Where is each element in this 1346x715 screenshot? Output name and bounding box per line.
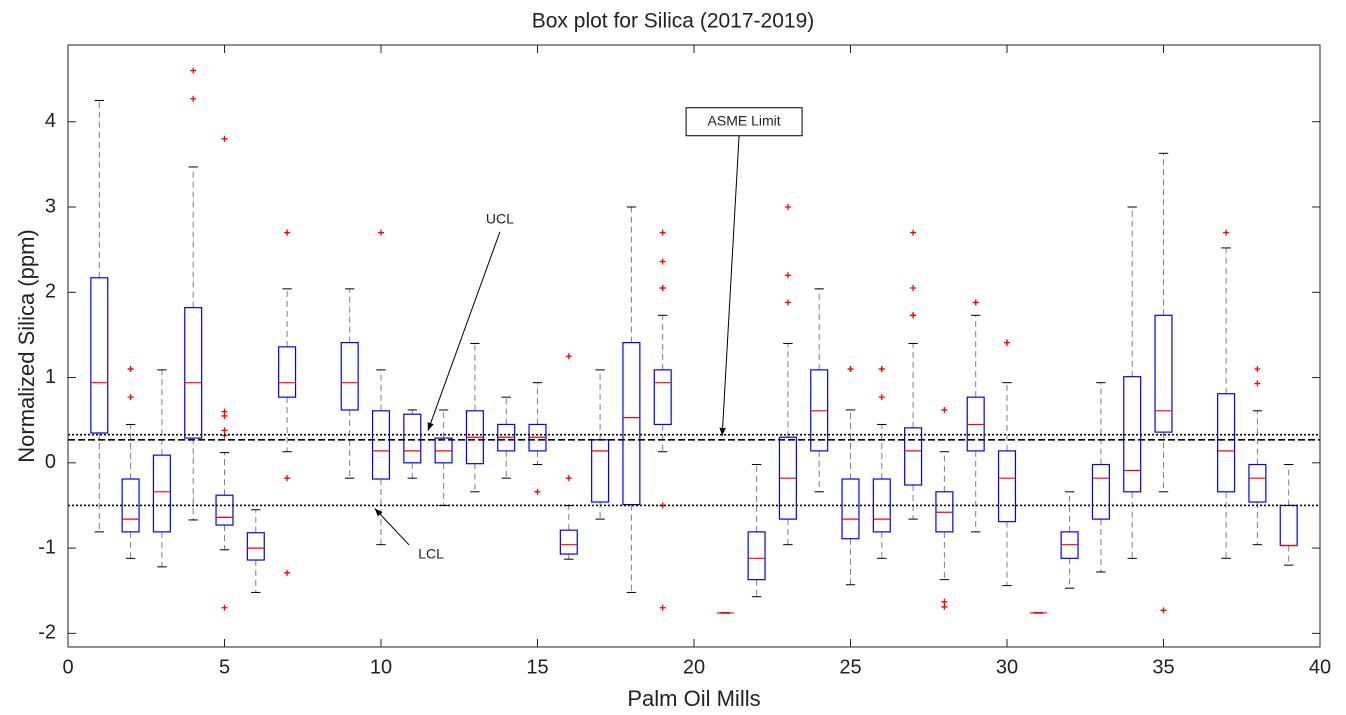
box (340, 341, 359, 411)
outlier (941, 603, 948, 610)
outlier (972, 299, 979, 306)
outlier (847, 366, 854, 373)
outlier (784, 204, 791, 211)
outlier (565, 353, 572, 360)
box (1248, 463, 1267, 503)
outlier (659, 258, 666, 265)
plot-area (68, 45, 1320, 647)
x-tick-label: 10 (370, 656, 392, 678)
outlier (565, 475, 572, 482)
box (184, 307, 203, 439)
outlier (659, 229, 666, 236)
y-tick-label: 3 (45, 195, 56, 217)
box (215, 494, 234, 526)
y-tick-label: 0 (45, 451, 56, 473)
x-tick-label: 40 (1309, 656, 1331, 678)
outlier (941, 598, 948, 605)
y-tick-label: -2 (38, 622, 56, 644)
box (403, 413, 422, 464)
plot-frame (67, 44, 1321, 648)
box (622, 341, 641, 506)
box (246, 532, 265, 561)
outlier (221, 432, 228, 439)
x-tick-label: 25 (839, 656, 861, 678)
outlier (1254, 380, 1261, 387)
annotation-arrow (719, 135, 740, 436)
annotation: LCL (418, 546, 444, 562)
x-tick-label: 30 (996, 656, 1018, 678)
x-tick-label: 35 (1152, 656, 1174, 678)
x-axis-label: Palm Oil Mills (627, 686, 760, 711)
outlier (221, 604, 228, 611)
y-tick-label: 1 (45, 366, 56, 388)
y-axis-label: Normalized Silica (ppm) (14, 229, 39, 463)
box (904, 427, 923, 486)
box (559, 529, 578, 555)
annotation-arrow (374, 508, 410, 546)
box (278, 346, 297, 398)
outlier (534, 488, 541, 495)
y-tick-label: 2 (45, 281, 56, 303)
box (653, 369, 672, 426)
outlier (190, 95, 197, 102)
outlier (221, 135, 228, 142)
box (90, 277, 109, 434)
y-tick-label: 4 (45, 110, 56, 132)
annotation-box (685, 107, 803, 137)
outlier (878, 394, 885, 401)
box (1217, 393, 1236, 493)
outlier (1160, 607, 1167, 614)
x-tick-label: 0 (62, 656, 73, 678)
outlier (941, 406, 948, 413)
outlier (127, 394, 134, 401)
box (152, 454, 171, 533)
outlier (784, 299, 791, 306)
box (371, 410, 391, 480)
annotation-arrow (427, 231, 501, 431)
outlier (221, 427, 228, 434)
outlier (284, 475, 291, 482)
box (841, 478, 860, 540)
outlier (127, 366, 134, 373)
box (997, 450, 1017, 523)
outlier (1004, 339, 1010, 346)
annotation: UCL (486, 211, 514, 227)
outlier (284, 229, 291, 236)
annotation: ASME Limit (708, 112, 781, 128)
chart-title: Box plot for Silica (2017-2019) (532, 10, 815, 33)
box (121, 478, 140, 533)
box (1154, 314, 1173, 433)
outlier (910, 285, 917, 292)
outlier (190, 67, 197, 74)
outlier (659, 604, 666, 611)
outlier (659, 285, 666, 292)
outlier (784, 272, 791, 279)
outlier (910, 229, 917, 236)
outlier (1254, 366, 1261, 373)
x-tick-label: 15 (526, 656, 548, 678)
outlier (284, 569, 291, 576)
outlier (221, 412, 228, 419)
outlier (878, 366, 885, 373)
box (1091, 463, 1110, 520)
outlier (910, 312, 917, 319)
outlier (378, 229, 384, 236)
x-tick-label: 5 (219, 656, 230, 678)
outlier (1223, 229, 1230, 236)
x-tick-label: 20 (683, 656, 705, 678)
box (747, 531, 766, 581)
y-tick-label: -1 (38, 536, 56, 558)
